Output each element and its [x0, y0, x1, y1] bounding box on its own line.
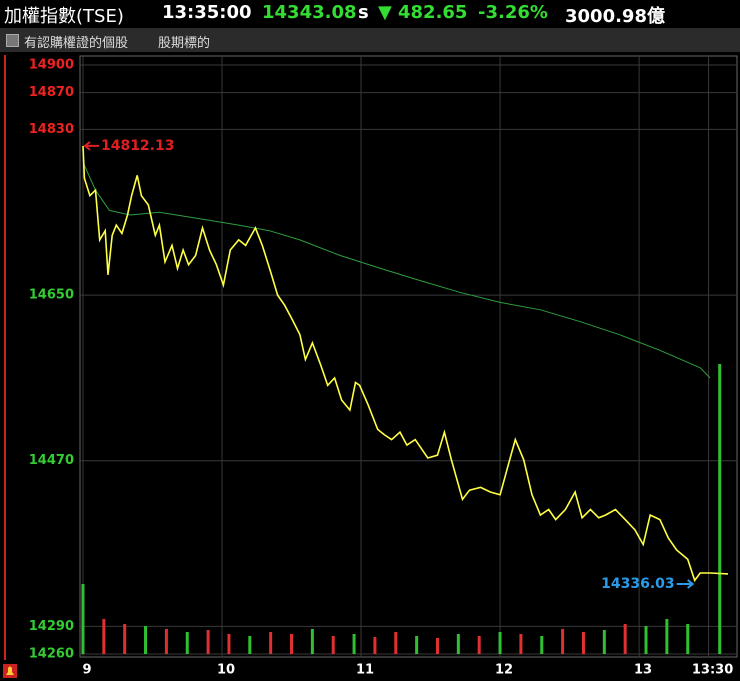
volume-bar	[227, 634, 231, 654]
volume-bar	[248, 636, 252, 654]
toolbar: 有認購權證的個股 股期標的	[0, 28, 740, 52]
volume-bar	[394, 632, 398, 654]
change-arrow: ▼	[378, 2, 392, 23]
y-tick-label: 14900	[29, 58, 74, 73]
volume-bar	[435, 638, 439, 654]
price-suffix: s	[358, 2, 369, 23]
volume-bar	[164, 629, 168, 654]
y-tick-label: 14650	[29, 288, 74, 303]
volume-bar	[373, 637, 377, 654]
volume-bar	[331, 636, 335, 654]
annotation-arrow	[676, 579, 695, 589]
volume-bar	[477, 636, 481, 654]
price: 14343.08	[262, 2, 357, 23]
checkbox-label[interactable]: 有認購權證的個股	[24, 36, 129, 51]
time: 13:35:00	[162, 2, 252, 23]
volume-bar	[665, 619, 669, 654]
annotation-arrow	[83, 141, 99, 151]
volume-bar	[561, 629, 565, 654]
y-tick-label: 14870	[29, 85, 74, 100]
x-tick-label: 12	[495, 663, 513, 678]
index-title: 加權指數(TSE)	[4, 6, 124, 27]
volume-bar	[310, 629, 314, 654]
volume-bar	[206, 630, 210, 654]
volume-total: 3000.98億	[565, 6, 665, 27]
volume-bar	[644, 626, 648, 654]
volume-bar	[144, 626, 148, 654]
change: 482.65	[398, 2, 468, 23]
futures-link[interactable]: 股期標的	[158, 36, 211, 51]
x-tick-label: 10	[217, 663, 235, 678]
volume-bar	[498, 632, 502, 654]
x-tick-label: 13:30	[692, 663, 733, 678]
volume-bar	[102, 619, 106, 654]
volume-bar	[540, 636, 544, 654]
x-tick-label: 13	[634, 663, 652, 678]
volume-bar	[123, 624, 127, 654]
volume-bar	[352, 634, 356, 654]
y-tick-label: 14290	[29, 619, 74, 634]
plot-frame	[79, 55, 738, 658]
x-tick-label: 11	[356, 663, 374, 678]
volume-bar	[602, 630, 606, 654]
y-tick-label: 14260	[29, 647, 74, 662]
y-tick-label: 14830	[29, 122, 74, 137]
header: 加權指數(TSE) 13:35:00 14343.08 s ▼ 482.65 -…	[0, 0, 740, 28]
change-pct: -3.26%	[478, 2, 548, 23]
price-line	[82, 145, 729, 583]
y-tick-label: 14470	[29, 453, 74, 468]
volume-bar	[686, 624, 690, 654]
volume-bar	[456, 634, 460, 654]
checkbox[interactable]	[6, 34, 19, 47]
annotation-label: 14812.13	[101, 138, 175, 154]
bell	[6, 666, 14, 675]
volume-bar	[185, 632, 189, 654]
volume-bar	[718, 364, 722, 654]
annotation-label: 14336.03	[601, 576, 675, 592]
price-line	[83, 165, 711, 379]
x-tick-label: 9	[82, 663, 91, 678]
volume-bar	[581, 632, 585, 654]
volume-bar	[623, 624, 627, 654]
volume-bar	[81, 584, 85, 654]
volume-bar	[290, 634, 294, 654]
volume-bar	[269, 632, 273, 654]
volume-bar	[415, 636, 419, 654]
volume-bar	[519, 634, 523, 654]
